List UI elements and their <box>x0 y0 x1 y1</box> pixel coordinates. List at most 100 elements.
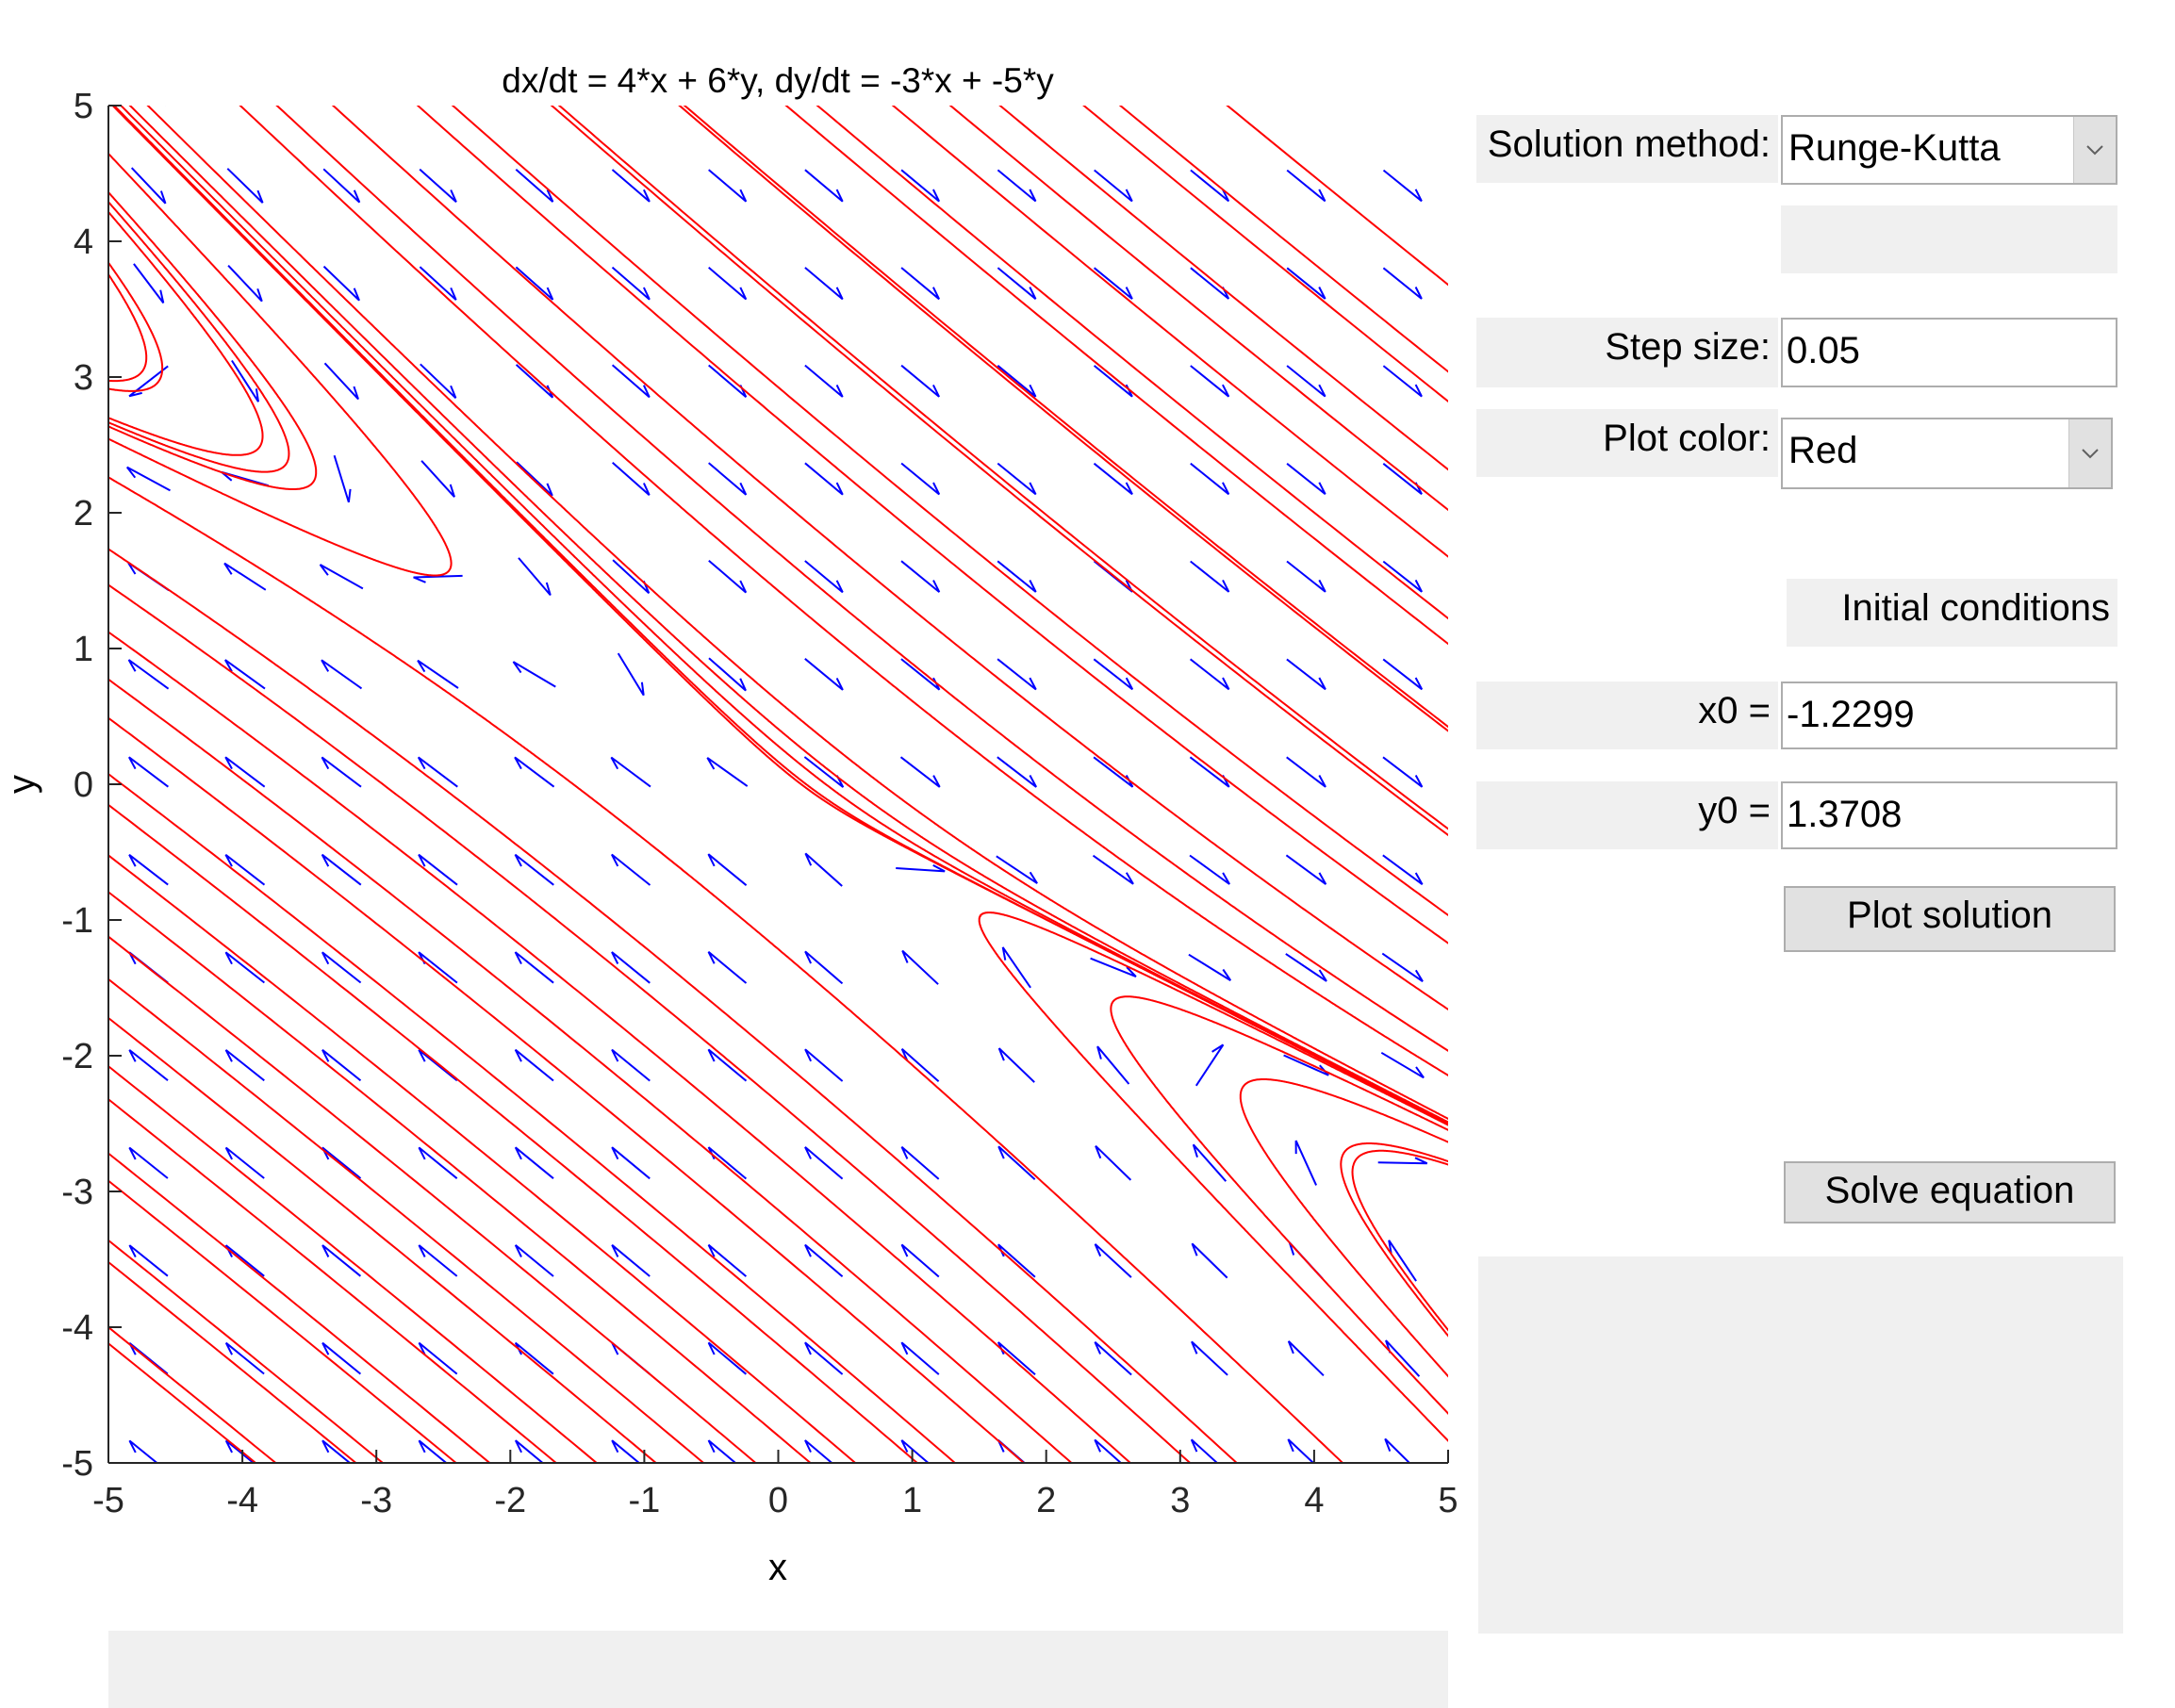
direction-arrow <box>1094 1243 1132 1278</box>
direction-arrow <box>1382 756 1424 788</box>
solution-curve <box>108 1239 385 1463</box>
x-tick-label: 3 <box>1170 1481 1190 1520</box>
y0-field[interactable]: 1.3708 <box>1781 781 2117 849</box>
direction-arrow <box>611 169 651 203</box>
y-tick-label: -1 <box>61 901 93 941</box>
chevron-down-icon[interactable] <box>2073 117 2116 183</box>
direction-arrow <box>610 756 651 788</box>
direction-arrow <box>1294 1140 1318 1186</box>
status-bar-panel <box>108 1631 1448 1708</box>
direction-arrow <box>418 853 458 886</box>
solution-curve <box>1082 106 1448 403</box>
solution-curve <box>275 106 1448 1052</box>
solution-method-dropdown[interactable]: Runge-Kutta <box>1781 115 2117 185</box>
direction-arrow <box>611 1048 651 1082</box>
direction-arrow <box>224 1439 255 1463</box>
direction-arrow <box>1283 1054 1329 1076</box>
direction-arrow <box>322 168 361 204</box>
direction-arrow <box>514 756 555 788</box>
solution-curve <box>146 106 1448 1120</box>
direction-arrow <box>1191 1242 1228 1279</box>
chevron-down-icon[interactable] <box>2068 419 2111 487</box>
y-tick-label: -5 <box>61 1444 93 1484</box>
solution-curve <box>1118 106 1448 373</box>
solution-curve <box>557 106 1448 830</box>
direction-arrow <box>803 756 845 788</box>
direction-arrow <box>1388 1240 1417 1282</box>
direction-arrow <box>1090 957 1137 978</box>
direction-arrow <box>418 1341 458 1375</box>
direction-arrow <box>1096 1045 1130 1085</box>
direction-arrow <box>1382 854 1424 886</box>
direction-arrow <box>224 659 266 690</box>
x-tick-label: -4 <box>226 1481 258 1520</box>
direction-arrow <box>996 855 1038 884</box>
direction-arrow <box>1286 169 1326 203</box>
direction-arrow <box>997 1047 1035 1083</box>
direction-arrow <box>1092 854 1134 885</box>
direction-arrow <box>1480 73 1518 104</box>
direction-arrow <box>611 364 651 399</box>
x0-field[interactable]: -1.2299 <box>1781 682 2117 749</box>
solution-curve <box>108 261 164 392</box>
direction-arrow <box>708 462 748 496</box>
y-tick-label: -3 <box>61 1173 93 1212</box>
solve-equation-button[interactable]: Solve equation <box>1784 1161 2116 1224</box>
direction-arrow <box>997 756 1037 788</box>
solution-curve <box>998 106 1448 471</box>
solution-curve <box>108 1325 278 1463</box>
plot-color-dropdown[interactable]: Red <box>1781 418 2113 489</box>
direction-arrow <box>900 267 940 301</box>
solution-curve <box>108 977 705 1463</box>
direction-arrow <box>224 1244 265 1277</box>
direction-arrow <box>997 169 1037 203</box>
direction-arrow <box>900 462 941 496</box>
solution-curve <box>108 854 857 1463</box>
direction-arrow <box>1382 267 1423 300</box>
plot-solution-button[interactable]: Plot solution <box>1784 886 2116 952</box>
direction-arrow <box>804 852 843 887</box>
direction-arrow <box>1095 73 1132 104</box>
direction-arrow <box>420 363 457 400</box>
solution-curve <box>239 106 1448 1076</box>
direction-arrow <box>321 951 362 984</box>
direction-arrow <box>804 169 844 203</box>
direction-arrow <box>1189 854 1230 885</box>
direction-arrow <box>321 1146 362 1179</box>
direction-arrow <box>418 1244 458 1277</box>
direction-arrow <box>1094 1340 1132 1376</box>
direction-arrow <box>900 1145 940 1180</box>
solution-curve <box>978 911 1448 1442</box>
direction-arrow <box>321 853 362 886</box>
y-tick-label: 4 <box>74 222 93 262</box>
direction-arrow <box>611 1439 641 1463</box>
direction-arrow <box>707 1243 748 1277</box>
direction-arrow <box>1480 562 1519 592</box>
direction-arrow <box>1479 953 1519 981</box>
solution-curve <box>108 548 1239 1463</box>
y-tick-label: 1 <box>74 630 93 669</box>
direction-arrow <box>321 659 363 690</box>
direction-arrow <box>1190 169 1230 203</box>
direction-arrow <box>707 1048 748 1082</box>
direction-arrow <box>611 266 651 301</box>
direction-arrow <box>1190 365 1230 398</box>
plot-color-label: Plot color: <box>1476 409 1778 477</box>
direction-arrow <box>1382 560 1423 593</box>
direction-arrow <box>319 564 364 590</box>
direction-arrow <box>127 659 170 690</box>
direction-arrow <box>708 559 748 594</box>
direction-arrow <box>900 1439 931 1463</box>
step-size-field[interactable]: 0.05 <box>1781 318 2117 387</box>
direction-arrow <box>1094 1438 1123 1463</box>
direction-arrow <box>321 1341 362 1375</box>
direction-arrow <box>514 1048 554 1082</box>
y-tick-label: -2 <box>61 1037 93 1076</box>
direction-arrow <box>224 756 266 788</box>
direction-arrow <box>899 756 941 788</box>
direction-arrow <box>1095 1144 1132 1181</box>
direction-arrow <box>128 756 170 788</box>
direction-arrow <box>419 168 457 204</box>
direction-arrow <box>323 72 360 105</box>
direction-arrow <box>128 365 169 398</box>
